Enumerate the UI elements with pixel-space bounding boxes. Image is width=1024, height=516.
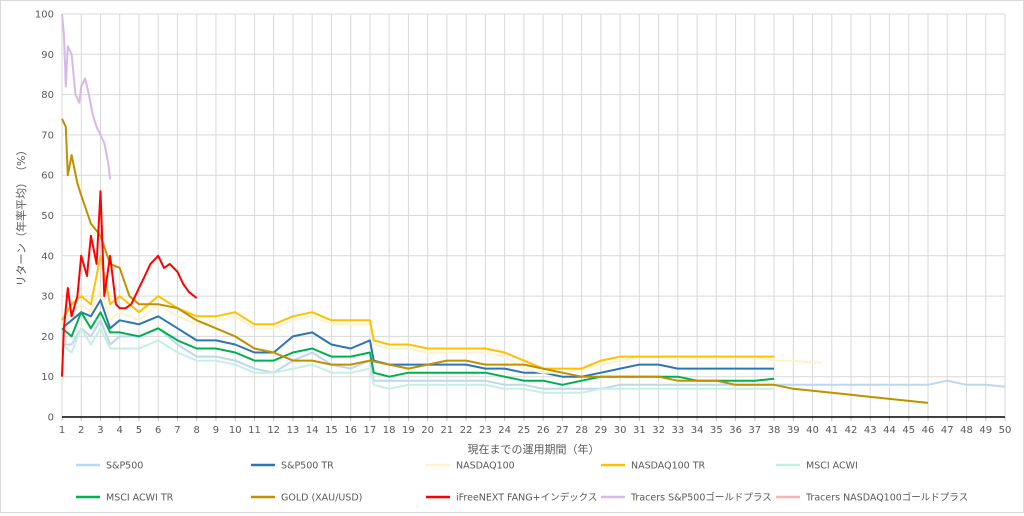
x-tick-label: 4 xyxy=(117,425,123,436)
legend-entry: MSCI ACWI xyxy=(806,461,858,472)
legend-entry: NASDAQ100 TR xyxy=(631,461,706,472)
x-tick-label: 13 xyxy=(287,425,300,436)
series-line-7 xyxy=(61,190,198,377)
x-tick-label: 34 xyxy=(691,425,704,436)
legend-entry: iFreeNEXT FANG+インデックス xyxy=(456,492,597,504)
legend-entry: MSCI ACWI TR xyxy=(106,493,174,504)
y-tick-label: 90 xyxy=(41,50,54,61)
x-tick-label: 11 xyxy=(248,425,261,436)
x-tick-label: 26 xyxy=(537,425,550,436)
x-tick-label: 18 xyxy=(383,425,396,436)
y-tick-label: 70 xyxy=(41,130,54,141)
x-tick-label: 7 xyxy=(174,425,180,436)
x-tick-label: 16 xyxy=(344,425,357,436)
y-tick-label: 80 xyxy=(41,90,54,101)
x-tick-label: 47 xyxy=(941,425,954,436)
x-tick-label: 5 xyxy=(136,425,142,436)
y-tick-label: 10 xyxy=(41,372,54,383)
x-tick-label: 31 xyxy=(633,425,646,436)
legend-entry: S&P500 TR xyxy=(281,461,334,472)
y-tick-label: 60 xyxy=(41,171,54,182)
x-tick-label: 8 xyxy=(194,425,200,436)
x-tick-label: 19 xyxy=(402,425,415,436)
series-layer xyxy=(61,13,1006,404)
x-tick-label: 44 xyxy=(883,425,896,436)
y-tick-label: 0 xyxy=(48,413,54,424)
y-tick-label: 20 xyxy=(41,332,54,343)
x-tick-label: 25 xyxy=(518,425,531,436)
axes xyxy=(61,416,1006,421)
x-tick-label: 6 xyxy=(155,425,161,436)
x-tick-label: 33 xyxy=(671,425,684,436)
series-line-6 xyxy=(61,118,929,404)
x-tick-label: 23 xyxy=(479,425,492,436)
legend-entry: Tracers S&P500ゴールドプラス xyxy=(630,492,772,504)
x-tick-label: 37 xyxy=(748,425,761,436)
x-tick-label: 42 xyxy=(845,425,858,436)
grid xyxy=(61,13,1006,418)
x-axis-title: 現在までの運用期間（年） xyxy=(468,442,600,456)
x-tick-label: 45 xyxy=(902,425,915,436)
x-tick-label: 48 xyxy=(960,425,973,436)
x-tick-label: 35 xyxy=(710,425,723,436)
y-tick-label: 40 xyxy=(41,251,54,262)
legend-entry: Tracers NASDAQ100ゴールドプラス xyxy=(805,492,968,504)
series-line-0 xyxy=(62,319,1006,390)
y-tick-label: 100 xyxy=(35,10,54,21)
x-tick-label: 39 xyxy=(787,425,800,436)
x-tick-label: 15 xyxy=(325,425,338,436)
x-tick-label: 40 xyxy=(806,425,819,436)
series-line-3 xyxy=(61,254,775,370)
x-tick-label: 43 xyxy=(864,425,877,436)
x-tick-label: 1 xyxy=(59,425,65,436)
x-tick-label: 32 xyxy=(652,425,665,436)
series-line-2 xyxy=(61,287,823,374)
x-tick-label: 10 xyxy=(229,425,242,436)
x-tick-label: 27 xyxy=(556,425,569,436)
x-tick-label: 12 xyxy=(267,425,280,436)
x-tick-label: 36 xyxy=(729,425,742,436)
x-tick-label: 49 xyxy=(979,425,992,436)
x-tick-label: 17 xyxy=(364,425,377,436)
x-tick-label: 22 xyxy=(460,425,473,436)
y-tick-label: 50 xyxy=(41,211,54,222)
x-tick-label: 28 xyxy=(575,425,588,436)
x-tick-label: 14 xyxy=(306,425,319,436)
x-tick-label: 9 xyxy=(213,425,219,436)
x-tick-label: 46 xyxy=(922,425,935,436)
x-tick-label: 20 xyxy=(421,425,434,436)
x-tick-label: 41 xyxy=(825,425,838,436)
y-axis-title: リターン（年率平均） （%） xyxy=(14,145,28,287)
series-line-4 xyxy=(61,327,775,394)
legend-entry: NASDAQ100 xyxy=(456,461,515,472)
legend-entry: GOLD (XAU/USD) xyxy=(281,493,362,504)
x-tick-label: 21 xyxy=(441,425,454,436)
x-tick-label: 24 xyxy=(498,425,511,436)
x-tick-label: 29 xyxy=(594,425,607,436)
y-tick-label: 30 xyxy=(41,292,54,303)
series-line-8 xyxy=(61,13,112,180)
x-tick-label: 30 xyxy=(614,425,627,436)
legend-entry: S&P500 xyxy=(106,461,143,472)
x-tick-label: 50 xyxy=(999,425,1012,436)
x-tick-label: 2 xyxy=(78,425,84,436)
x-tick-label: 38 xyxy=(768,425,781,436)
legend: S&P500 S&P500 TR NASDAQ100 NASDAQ100 TR MSCI… xyxy=(76,461,968,504)
x-tick-label: 3 xyxy=(97,425,103,436)
